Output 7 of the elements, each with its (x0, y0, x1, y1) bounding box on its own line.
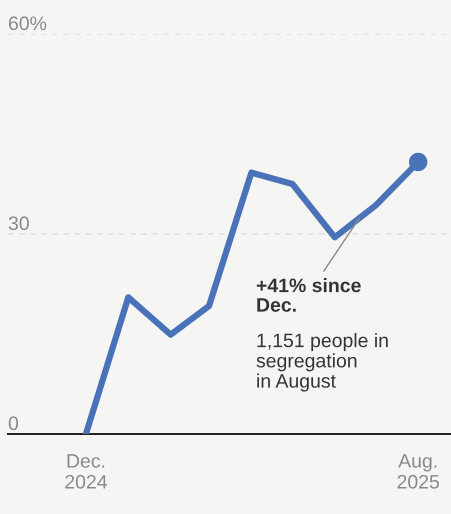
x-tick-label: Dec. 2024 (65, 454, 107, 489)
annotation: 1,151 people in segregation in August (256, 333, 388, 392)
annotation: +41% since Dec. (256, 278, 361, 312)
x-tick-label: Aug. 2025 (398, 454, 439, 489)
y-tick-label: 30 (8, 216, 29, 230)
y-tick-label: 0 (8, 416, 18, 430)
y-tick-label: 60% (8, 16, 46, 30)
